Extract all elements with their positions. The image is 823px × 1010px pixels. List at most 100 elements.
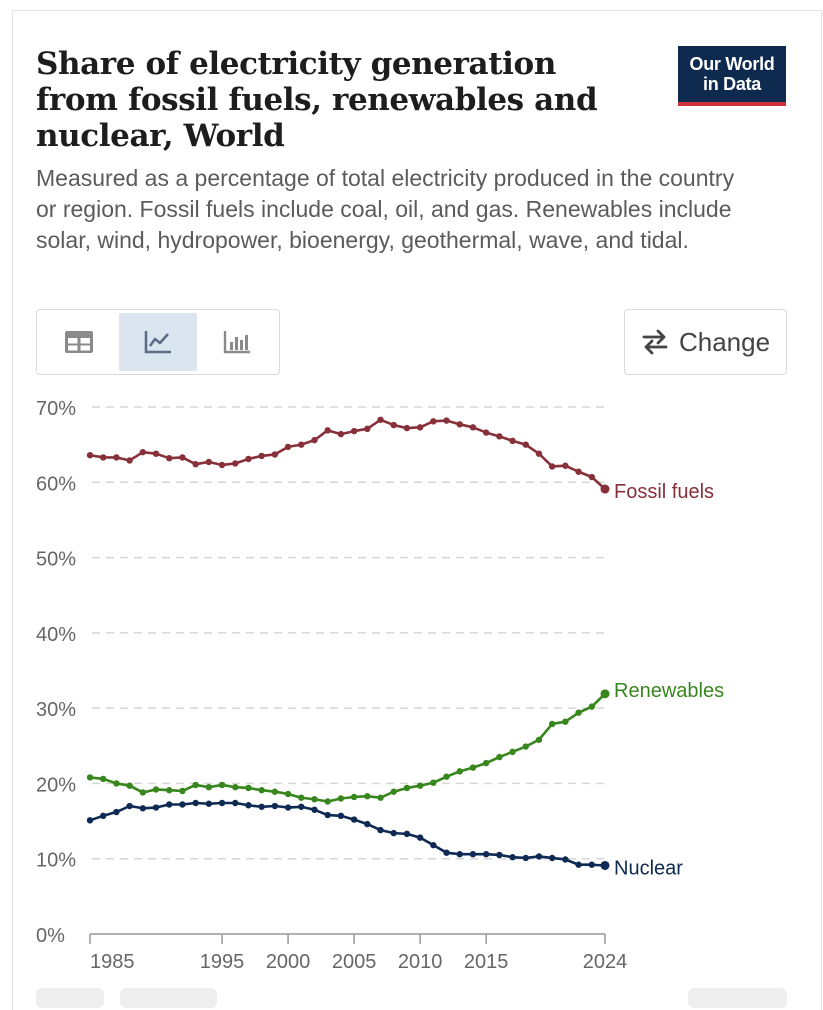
- data-point: [548, 463, 556, 470]
- data-point: [522, 743, 529, 750]
- data-point: [337, 430, 345, 438]
- data-point: [469, 424, 477, 431]
- bar-chart-icon: [223, 331, 250, 354]
- series-label: Renewables: [614, 680, 724, 702]
- series-label: Fossil fuels: [614, 481, 714, 503]
- data-point: [456, 850, 463, 858]
- table-icon: [65, 331, 94, 353]
- data-point: [126, 782, 133, 789]
- data-point: [509, 748, 516, 756]
- data-point: [535, 736, 543, 743]
- x-tick-label: 1995: [200, 951, 245, 973]
- data-point: [337, 812, 345, 820]
- data-point: [218, 781, 226, 789]
- data-point: [311, 796, 318, 803]
- data-point: [350, 816, 358, 823]
- data-point: [179, 801, 186, 808]
- data-point: [548, 854, 556, 862]
- data-point: [166, 787, 173, 794]
- data-point: [245, 455, 252, 463]
- data-point: [271, 788, 279, 795]
- y-tick-label: 30%: [36, 699, 76, 721]
- data-point: [86, 817, 94, 824]
- data-point: [298, 803, 305, 810]
- x-tick-label: 1985: [90, 951, 135, 973]
- data-point: [456, 768, 463, 775]
- data-point: [456, 421, 463, 428]
- data-point: [430, 841, 437, 849]
- tab-table[interactable]: [40, 313, 119, 371]
- data-point: [588, 473, 595, 481]
- data-point: [496, 753, 503, 761]
- series-line: [89, 692, 606, 803]
- data-point: [390, 788, 397, 795]
- tab-chart[interactable]: [118, 313, 198, 371]
- data-point: [284, 443, 292, 451]
- data-point: [298, 794, 305, 801]
- data-point: [509, 437, 516, 445]
- bottom-control[interactable]: [120, 988, 217, 1008]
- logo-line-1: Our World: [689, 54, 775, 74]
- data-point: [284, 790, 292, 798]
- series-line: [89, 418, 606, 491]
- data-point: [548, 720, 556, 728]
- data-point: [166, 454, 173, 462]
- x-tick-label: 2010: [398, 951, 443, 973]
- data-point: [284, 804, 292, 811]
- data-point: [575, 468, 582, 475]
- data-point: [245, 802, 252, 809]
- data-point: [245, 784, 252, 792]
- data-point: [496, 851, 503, 859]
- line-chart-icon: [144, 331, 171, 354]
- data-point: [403, 830, 411, 838]
- bottom-control[interactable]: [36, 988, 104, 1008]
- data-point: [390, 829, 397, 837]
- data-point: [232, 460, 239, 467]
- data-point: [600, 689, 610, 699]
- data-point: [232, 783, 239, 791]
- data-point: [588, 861, 595, 868]
- data-point: [179, 454, 186, 461]
- data-point: [482, 850, 490, 858]
- data-point: [86, 451, 94, 459]
- data-point: [535, 853, 543, 860]
- view-tabs: [36, 309, 280, 375]
- swap-arrows-icon: [642, 329, 668, 355]
- data-point: [535, 450, 543, 457]
- data-point: [575, 861, 582, 868]
- data-point: [139, 789, 147, 796]
- data-point: [205, 458, 213, 466]
- data-point: [364, 425, 371, 433]
- data-point: [113, 808, 120, 816]
- y-tick-label: 40%: [36, 624, 76, 646]
- owid-logo[interactable]: Our World in Data: [678, 46, 786, 106]
- data-point: [100, 812, 107, 820]
- change-button[interactable]: Change: [624, 309, 787, 375]
- data-point: [113, 780, 120, 787]
- data-point: [205, 800, 213, 807]
- y-tick-label: 60%: [36, 473, 76, 495]
- bottom-control[interactable]: [688, 988, 787, 1008]
- data-point: [192, 781, 199, 789]
- data-point: [324, 427, 331, 434]
- data-point: [324, 811, 331, 819]
- data-point: [192, 799, 199, 807]
- data-point: [377, 416, 384, 423]
- data-point: [258, 803, 265, 810]
- data-point: [205, 783, 213, 791]
- data-point: [600, 860, 610, 870]
- data-point: [403, 424, 411, 432]
- data-point: [271, 802, 279, 810]
- data-point: [522, 441, 529, 448]
- chart-card: [12, 10, 822, 1010]
- y-tick-label: 0%: [36, 925, 65, 947]
- tab-bar[interactable]: [197, 313, 276, 371]
- data-point: [179, 787, 186, 795]
- data-point: [100, 454, 107, 461]
- data-point: [562, 462, 569, 469]
- change-label: Change: [678, 326, 771, 357]
- data-point: [575, 709, 582, 716]
- series-label: Nuclear: [614, 857, 683, 879]
- data-point: [364, 820, 371, 828]
- data-point: [298, 441, 305, 448]
